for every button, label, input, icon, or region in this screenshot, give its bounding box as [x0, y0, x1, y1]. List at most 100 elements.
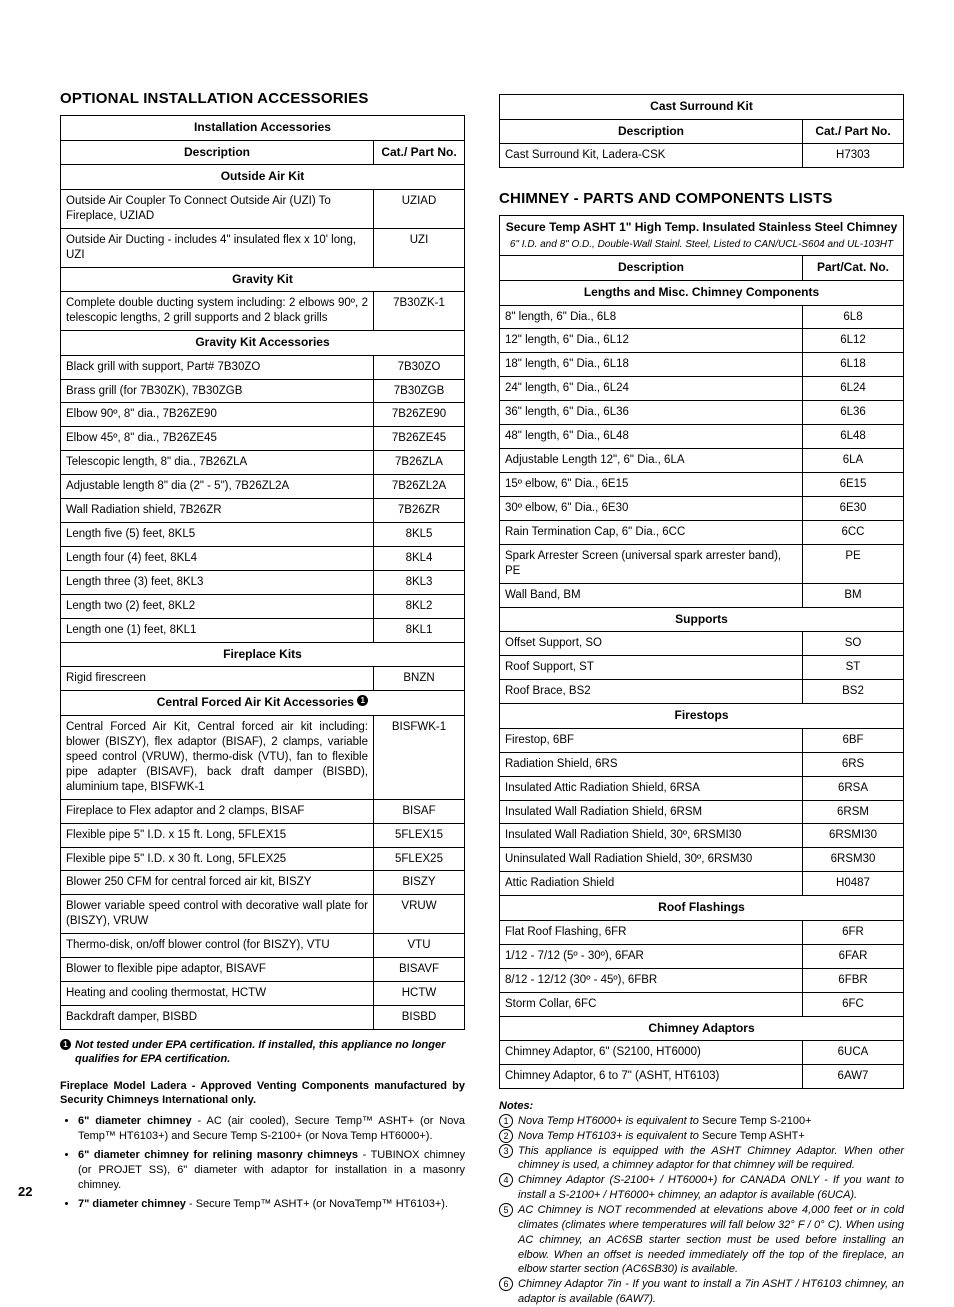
table-row: Flexible pipe 5" I.D. x 15 ft. Long, 5FL…: [61, 823, 465, 847]
left-table-title: Installation Accessories: [61, 116, 465, 141]
cell-desc: Telescopic length, 8" dia., 7B26ZLA: [61, 451, 374, 475]
footnote-1: 1 Not tested under EPA certification. If…: [60, 1038, 465, 1067]
table-row: 30º elbow, 6" Dia., 6E306E30: [500, 497, 904, 521]
table-row: 8" length, 6" Dia., 6L86L8: [500, 305, 904, 329]
cell-desc: Central Forced Air Kit, Central forced a…: [61, 715, 374, 799]
cell-desc: Outside Air Ducting - includes 4" insula…: [61, 228, 374, 267]
cell-desc: Length four (4) feet, 8KL4: [61, 547, 374, 571]
table-row: Rain Termination Cap, 6" Dia., 6CC6CC: [500, 520, 904, 544]
table-row: Fireplace to Flex adaptor and 2 clamps, …: [61, 799, 465, 823]
footnote-text: Not tested under EPA certification. If i…: [75, 1038, 465, 1067]
cell-part: 5FLEX15: [374, 823, 465, 847]
cell-part: 6L24: [803, 377, 904, 401]
cell-desc: Insulated Attic Radiation Shield, 6RSA: [500, 776, 803, 800]
cell-desc: 1/12 - 7/12 (5º - 30º), 6FAR: [500, 944, 803, 968]
cell-part: 7B26ZLA: [374, 451, 465, 475]
cell-part: HCTW: [374, 982, 465, 1006]
cell-desc: Roof Brace, BS2: [500, 680, 803, 704]
cell-part: UZI: [374, 228, 465, 267]
cell-desc: 15º elbow, 6" Dia., 6E15: [500, 473, 803, 497]
table-row: Adjustable Length 12", 6" Dia., 6LA6LA: [500, 449, 904, 473]
table-row: Blower 250 CFM for central forced air ki…: [61, 871, 465, 895]
cell-part: 7B30ZK-1: [374, 292, 465, 331]
table-row: Central Forced Air Kit, Central forced a…: [61, 715, 465, 799]
group-header: Outside Air Kit: [61, 165, 465, 190]
cell-desc: 30º elbow, 6" Dia., 6E30: [500, 497, 803, 521]
table-row: Firestop, 6BF6BF: [500, 728, 904, 752]
venting-bullets: 6" diameter chimney - AC (air cooled), S…: [60, 1114, 465, 1211]
notes-title: Notes:: [499, 1100, 533, 1112]
table-row: Length four (4) feet, 8KL48KL4: [61, 547, 465, 571]
page-number: 22: [18, 1184, 32, 1199]
cell-desc: Wall Band, BM: [500, 583, 803, 607]
cell-desc: Black grill with support, Part# 7B30ZO: [61, 355, 374, 379]
table-row: Uninsulated Wall Radiation Shield, 30º, …: [500, 848, 904, 872]
cell-part: 6L18: [803, 353, 904, 377]
cell-desc: Uninsulated Wall Radiation Shield, 30º, …: [500, 848, 803, 872]
chimney-title: Secure Temp ASHT 1" High Temp. Insulated…: [506, 220, 898, 234]
table-row: Blower variable speed control with decor…: [61, 895, 465, 934]
cell-desc: Adjustable Length 12", 6" Dia., 6LA: [500, 449, 803, 473]
note-item: 4 Chimney Adaptor (S-2100+ / HT6000+) for…: [499, 1173, 904, 1203]
note-item: 3This appliance is equipped with the ASH…: [499, 1144, 904, 1174]
cell-desc: Fireplace to Flex adaptor and 2 clamps, …: [61, 799, 374, 823]
left-col-desc: Description: [61, 140, 374, 165]
table-row: Length three (3) feet, 8KL38KL3: [61, 571, 465, 595]
cell-part: 6RSMI30: [803, 824, 904, 848]
table-row: Elbow 90º, 8" dia., 7B26ZE907B26ZE90: [61, 403, 465, 427]
table-row: Roof Brace, BS2BS2: [500, 680, 904, 704]
table-row: Storm Collar, 6FC6FC: [500, 992, 904, 1016]
cell-desc: Cast Surround Kit, Ladera-CSK: [500, 144, 803, 168]
cell-part: H0487: [803, 872, 904, 896]
cell-part: 6FAR: [803, 944, 904, 968]
note-number: 5: [499, 1203, 513, 1217]
cell-desc: Chimney Adaptor, 6 to 7" (ASHT, HT6103): [500, 1065, 803, 1089]
cell-desc: Flexible pipe 5" I.D. x 15 ft. Long, 5FL…: [61, 823, 374, 847]
cell-desc: Thermo-disk, on/off blower control (for …: [61, 934, 374, 958]
group-header: Gravity Kit Accessories: [61, 331, 465, 356]
cell-desc: Flexible pipe 5" I.D. x 30 ft. Long, 5FL…: [61, 847, 374, 871]
cell-part: 8KL5: [374, 523, 465, 547]
table-row: Length two (2) feet, 8KL28KL2: [61, 594, 465, 618]
note-text: Chimney Adaptor (S-2100+ / HT6000+) for …: [518, 1173, 904, 1203]
cell-desc: 48" length, 6" Dia., 6L48: [500, 425, 803, 449]
table-row: Radiation Shield, 6RS6RS: [500, 752, 904, 776]
cell-part: 6FR: [803, 920, 904, 944]
cell-desc: Outside Air Coupler To Connect Outside A…: [61, 189, 374, 228]
cell-desc: Backdraft damper, BISBD: [61, 1006, 374, 1030]
cell-desc: Insulated Wall Radiation Shield, 30º, 6R…: [500, 824, 803, 848]
note-text: Chimney Adaptor 7in - If you want to ins…: [518, 1277, 904, 1307]
cell-desc: Insulated Wall Radiation Shield, 6RSM: [500, 800, 803, 824]
note-number: 4: [499, 1173, 513, 1187]
note-text: This appliance is equipped with the ASHT…: [518, 1144, 904, 1174]
cell-part: BISFWK-1: [374, 715, 465, 799]
list-item: 7" diameter chimney - Secure Temp™ ASHT+…: [78, 1197, 465, 1212]
cell-desc: Elbow 90º, 8" dia., 7B26ZE90: [61, 403, 374, 427]
table-row: 1/12 - 7/12 (5º - 30º), 6FAR6FAR: [500, 944, 904, 968]
cell-desc: 8" length, 6" Dia., 6L8: [500, 305, 803, 329]
table-row: 18" length, 6" Dia., 6L186L18: [500, 353, 904, 377]
footnote-badge: 1: [60, 1039, 71, 1050]
group-header: Firestops: [500, 704, 904, 729]
cell-part: BISAVF: [374, 958, 465, 982]
cell-part: BM: [803, 583, 904, 607]
group-header: Lengths and Misc. Chimney Components: [500, 280, 904, 305]
cell-part: 6UCA: [803, 1041, 904, 1065]
table-row: Adjustable length 8" dia (2" - 5"), 7B26…: [61, 475, 465, 499]
cell-part: 6L12: [803, 329, 904, 353]
cell-part: 6LA: [803, 449, 904, 473]
cell-part: 8KL1: [374, 618, 465, 642]
cell-desc: 12" length, 6" Dia., 6L12: [500, 329, 803, 353]
cell-desc: Blower to flexible pipe adaptor, BISAVF: [61, 958, 374, 982]
table-row: Offset Support, SOSO: [500, 632, 904, 656]
cell-desc: 8/12 - 12/12 (30º - 45º), 6FBR: [500, 968, 803, 992]
note-text: AC Chimney is NOT recommended at elevati…: [518, 1203, 904, 1277]
table-row: 8/12 - 12/12 (30º - 45º), 6FBR6FBR: [500, 968, 904, 992]
table-row: Wall Radiation shield, 7B26ZR7B26ZR: [61, 499, 465, 523]
note-item: 1Nova Temp HT6000+ is equivalent to Secu…: [499, 1114, 904, 1129]
group-header: Central Forced Air Kit Accessories 1: [61, 691, 465, 716]
table-row: Chimney Adaptor, 6" (S2100, HT6000)6UCA: [500, 1041, 904, 1065]
list-item: 6" diameter chimney - AC (air cooled), S…: [78, 1114, 465, 1144]
cell-part: BISAF: [374, 799, 465, 823]
cell-part: 7B26ZR: [374, 499, 465, 523]
